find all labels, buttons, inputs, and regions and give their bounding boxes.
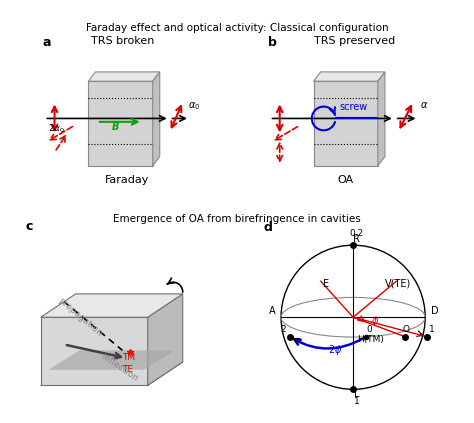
Polygon shape	[41, 294, 182, 317]
Text: $\alpha_0$: $\alpha_0$	[188, 100, 201, 112]
Text: 0: 0	[366, 325, 372, 334]
Text: L: L	[354, 388, 359, 398]
Text: E: E	[323, 279, 329, 289]
Text: OA: OA	[337, 175, 353, 185]
Polygon shape	[48, 350, 175, 370]
Text: O: O	[403, 325, 410, 334]
Text: Faraday effect and optical activity: Classical configuration: Faraday effect and optical activity: Cla…	[86, 23, 388, 33]
Text: c: c	[25, 220, 33, 233]
Text: A: A	[269, 306, 275, 316]
Text: TRS broken: TRS broken	[91, 36, 154, 46]
Text: $\phi$: $\phi$	[371, 314, 379, 328]
Text: d: d	[263, 221, 272, 234]
Polygon shape	[313, 72, 385, 81]
Text: propagation: propagation	[56, 296, 104, 338]
Polygon shape	[41, 317, 148, 385]
Text: Faraday: Faraday	[105, 175, 150, 185]
Text: H(TM): H(TM)	[357, 335, 384, 344]
Text: b: b	[268, 36, 277, 49]
Text: TE: TE	[122, 365, 133, 374]
Text: D: D	[431, 306, 438, 316]
Text: 2: 2	[281, 325, 286, 334]
Text: $2\phi$: $2\phi$	[328, 343, 342, 357]
Text: 0,2: 0,2	[350, 229, 364, 238]
Text: a: a	[43, 36, 51, 49]
Text: TM: TM	[122, 353, 136, 362]
Text: screw: screw	[339, 102, 367, 112]
Polygon shape	[41, 362, 182, 385]
Text: R: R	[353, 233, 360, 244]
Polygon shape	[153, 72, 160, 166]
Polygon shape	[88, 81, 153, 166]
Text: TRS preserved: TRS preserved	[313, 36, 395, 46]
Text: Emergence of OA from birefringence in cavities: Emergence of OA from birefringence in ca…	[113, 214, 361, 224]
Text: reflection: reflection	[99, 352, 139, 384]
Text: V(TE): V(TE)	[385, 279, 411, 289]
Polygon shape	[88, 72, 160, 81]
Text: 1: 1	[354, 397, 360, 406]
Text: $2\alpha_0$: $2\alpha_0$	[48, 123, 65, 135]
Text: $\alpha$: $\alpha$	[420, 100, 428, 110]
Polygon shape	[378, 72, 385, 166]
Text: 1: 1	[429, 325, 435, 334]
Text: B: B	[112, 122, 119, 132]
Polygon shape	[148, 294, 182, 385]
Polygon shape	[313, 81, 378, 166]
